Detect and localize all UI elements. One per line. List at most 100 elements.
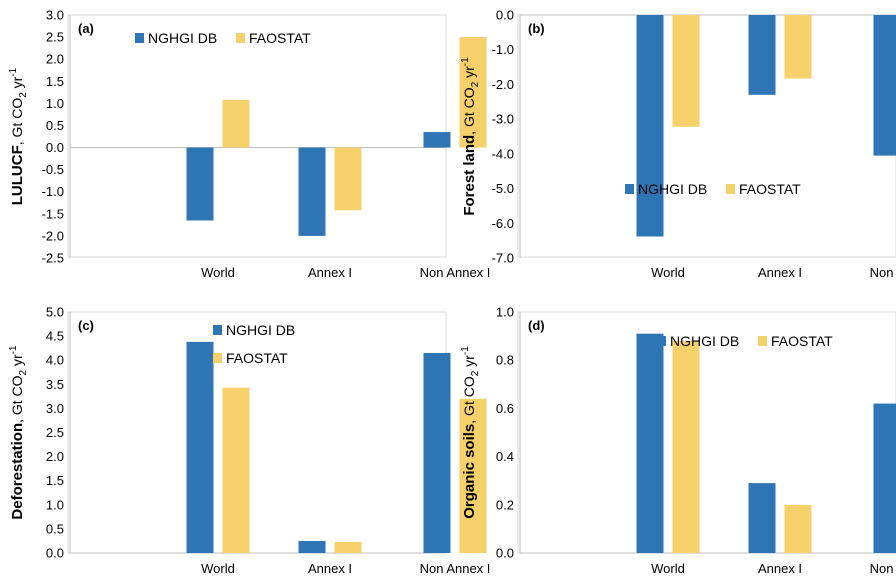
bar-nghgi-annex-i [748, 15, 776, 95]
legend: NGHGI DB FAOSTAT [657, 333, 833, 349]
panel-1: 3.0 2.5 2.0 1.5 1.0 0.5 0.0 -0.5 -1.0 -1.5 -2.0 -2.… [8, 8, 490, 281]
bar-nghgi-world [636, 15, 664, 237]
y-tick-label: -5.0 [492, 181, 514, 196]
category-label: Annex I [308, 561, 352, 576]
y-tick-label: 0.5 [46, 118, 64, 133]
y-tick-label: 4.5 [46, 329, 64, 344]
y-tick-label: -1.0 [42, 184, 64, 199]
category-label: World [651, 265, 685, 280]
y-tick-label: 3.0 [46, 401, 64, 416]
y-tick-label: 1.5 [46, 74, 64, 89]
bar-nghgi-annex-i [298, 540, 326, 553]
legend-label: NGHGI DB [226, 322, 295, 338]
category-label: Non Annex I [870, 561, 896, 576]
y-tick-label: 1.5 [46, 473, 64, 488]
y-tick-label: 1.0 [46, 497, 64, 512]
plot-frame [67, 14, 447, 258]
legend-swatch [213, 353, 222, 363]
category-label: World [201, 265, 235, 280]
y-tick-label: 4.0 [46, 353, 64, 368]
y-tick-label: 2.5 [46, 425, 64, 440]
category-label: World [201, 561, 235, 576]
legend-label: FAOSTAT [739, 181, 801, 197]
y-tick-label: 3.5 [46, 377, 64, 392]
y-axis-label: Forest land, Gt CO2 yr-1 [460, 57, 481, 216]
legend-swatch [758, 336, 767, 346]
bar-faostat-annex-i [784, 504, 812, 553]
legend-label: NGHGI DB [148, 30, 217, 46]
y-tick-label: 2.0 [46, 449, 64, 464]
bar-faostat-world [672, 15, 700, 127]
y-tick-label: -3.0 [492, 112, 514, 127]
panel-4: 1.0 0.8 0.6 0.4 0.2 0.0 World Annex I Non Annex … [460, 305, 896, 576]
y-tick-label: 0.0 [46, 546, 64, 561]
bar-nghgi-annex-i [298, 147, 326, 236]
bar-faostat-world [222, 99, 250, 148]
bar-nghgi-non-annex-i [423, 352, 451, 553]
y-tick-label: 1.0 [496, 305, 514, 320]
bar-faostat-world [672, 340, 700, 553]
y-tick-label: 0.6 [496, 401, 514, 416]
panel-label: (b) [528, 21, 545, 36]
y-tick-label: 0.2 [496, 497, 514, 512]
bar-faostat-non-annex-i [459, 37, 487, 148]
y-tick-label: -2.5 [42, 251, 64, 266]
category-label: Annex I [758, 265, 802, 280]
bar-nghgi-world [186, 341, 214, 553]
legend: NGHGI DB FAOSTAT [213, 322, 295, 366]
panel-label: (a) [78, 21, 94, 36]
y-tick-label: -2.0 [42, 228, 64, 243]
legend: NGHGI DB FAOSTAT [625, 181, 801, 197]
panel-label: (c) [78, 318, 94, 333]
bar-nghgi-world [636, 333, 664, 553]
category-label: Non Annex I [420, 265, 491, 280]
category-label: Annex I [758, 561, 802, 576]
y-tick-label: -2.0 [492, 77, 514, 92]
y-tick-label: -6.0 [492, 216, 514, 231]
bar-nghgi-non-annex-i [873, 15, 896, 156]
y-axis-label: LULUCF, Gt CO2 yr-1 [8, 67, 29, 205]
y-tick-label: 0.8 [496, 353, 514, 368]
bar-faostat-annex-i [334, 147, 362, 211]
bar-faostat-annex-i [334, 541, 362, 553]
legend-swatch [213, 325, 222, 335]
y-tick-label: 1.0 [46, 96, 64, 111]
bar-nghgi-annex-i [748, 483, 776, 553]
bar-faostat-non-annex-i [459, 398, 487, 553]
bar-nghgi-world [186, 147, 214, 221]
legend-label: FAOSTAT [226, 350, 288, 366]
panel-3: 5.0 4.5 4.0 3.5 3.0 2.5 2.0 1.5 1.0 0.5 0.0 World An… [8, 305, 490, 577]
legend-label: NGHGI DB [670, 333, 739, 349]
y-tick-label: -1.5 [42, 206, 64, 221]
legend-swatch [726, 184, 735, 194]
y-axis-label: Organic soils, Gt CO2 yr-1 [460, 346, 481, 519]
y-tick-label: 0.0 [46, 140, 64, 155]
legend-swatch [236, 33, 245, 43]
y-tick-label: 0.4 [496, 449, 514, 464]
legend-label: FAOSTAT [249, 30, 311, 46]
legend-label: FAOSTAT [771, 333, 833, 349]
category-label: Non Annex I [420, 561, 491, 576]
bar-faostat-annex-i [784, 15, 812, 79]
legend-swatch [135, 33, 144, 43]
bar-faostat-world [222, 387, 250, 553]
bar-nghgi-non-annex-i [873, 403, 896, 553]
y-tick-label: 5.0 [46, 305, 64, 320]
y-axis-label: Deforestation, Gt CO2 yr-1 [8, 345, 29, 520]
legend-label: NGHGI DB [638, 181, 707, 197]
legend: NGHGI DB FAOSTAT [135, 30, 311, 46]
y-tick-label: 2.5 [46, 30, 64, 45]
y-tick-label: 0.0 [496, 546, 514, 561]
y-tick-label: -4.0 [492, 146, 514, 161]
y-tick-label: -0.5 [42, 162, 64, 177]
legend-swatch [625, 184, 634, 194]
plot-frame [517, 14, 896, 258]
y-tick-label: 0.0 [496, 8, 514, 23]
panel-label: (d) [528, 318, 545, 333]
y-tick-label: -1.0 [492, 42, 514, 57]
y-tick-label: 2.0 [46, 52, 64, 67]
category-label: Annex I [308, 265, 352, 280]
legend-swatch [657, 336, 666, 346]
y-tick-label: 0.5 [46, 521, 64, 536]
